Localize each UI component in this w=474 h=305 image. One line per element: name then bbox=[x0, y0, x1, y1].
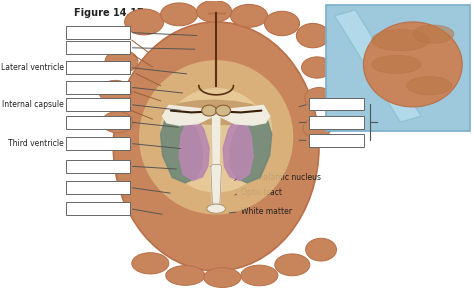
Polygon shape bbox=[230, 117, 272, 183]
FancyBboxPatch shape bbox=[66, 98, 130, 111]
FancyBboxPatch shape bbox=[66, 202, 130, 215]
Circle shape bbox=[216, 105, 230, 116]
FancyBboxPatch shape bbox=[66, 160, 130, 173]
Text: Internal capsule: Internal capsule bbox=[2, 100, 64, 109]
Ellipse shape bbox=[113, 22, 319, 271]
Ellipse shape bbox=[99, 81, 132, 103]
Ellipse shape bbox=[303, 118, 331, 138]
Polygon shape bbox=[163, 106, 212, 125]
Polygon shape bbox=[211, 165, 221, 204]
Polygon shape bbox=[220, 106, 270, 125]
FancyBboxPatch shape bbox=[66, 81, 130, 94]
Ellipse shape bbox=[372, 30, 429, 51]
Text: Third ventricle: Third ventricle bbox=[8, 139, 64, 148]
Ellipse shape bbox=[230, 5, 268, 27]
Ellipse shape bbox=[166, 266, 205, 285]
Ellipse shape bbox=[105, 50, 138, 73]
Ellipse shape bbox=[241, 265, 278, 286]
FancyBboxPatch shape bbox=[66, 61, 130, 74]
FancyBboxPatch shape bbox=[66, 137, 130, 150]
Text: Optic tract: Optic tract bbox=[241, 188, 282, 197]
Ellipse shape bbox=[207, 204, 226, 213]
Ellipse shape bbox=[161, 3, 198, 26]
Ellipse shape bbox=[102, 112, 133, 133]
Ellipse shape bbox=[364, 22, 462, 107]
Ellipse shape bbox=[372, 55, 421, 74]
Ellipse shape bbox=[139, 60, 293, 214]
Polygon shape bbox=[161, 100, 272, 163]
Text: White matter: White matter bbox=[241, 207, 292, 216]
Polygon shape bbox=[223, 119, 253, 181]
FancyBboxPatch shape bbox=[309, 98, 365, 110]
Ellipse shape bbox=[296, 23, 329, 48]
Ellipse shape bbox=[197, 0, 232, 22]
Ellipse shape bbox=[306, 238, 337, 261]
FancyBboxPatch shape bbox=[66, 116, 130, 128]
Polygon shape bbox=[163, 100, 270, 124]
Polygon shape bbox=[335, 10, 421, 122]
Ellipse shape bbox=[275, 254, 310, 276]
Polygon shape bbox=[212, 112, 220, 166]
FancyBboxPatch shape bbox=[66, 26, 130, 39]
Ellipse shape bbox=[305, 88, 333, 108]
Polygon shape bbox=[161, 117, 202, 183]
Text: Subthalamic nucleus: Subthalamic nucleus bbox=[241, 173, 321, 182]
Text: Figure 14.17: Figure 14.17 bbox=[74, 8, 144, 18]
Ellipse shape bbox=[163, 88, 270, 193]
Ellipse shape bbox=[132, 253, 169, 274]
Ellipse shape bbox=[264, 11, 300, 36]
Polygon shape bbox=[179, 119, 209, 181]
FancyBboxPatch shape bbox=[309, 116, 365, 128]
Text: Lentiform
nucleus: Lentiform nucleus bbox=[378, 113, 415, 132]
Text: Lateral ventricle: Lateral ventricle bbox=[1, 63, 64, 72]
Ellipse shape bbox=[204, 268, 241, 287]
Circle shape bbox=[202, 105, 217, 116]
FancyBboxPatch shape bbox=[309, 134, 365, 147]
FancyBboxPatch shape bbox=[66, 41, 130, 54]
Ellipse shape bbox=[413, 25, 454, 43]
Ellipse shape bbox=[125, 9, 164, 35]
Ellipse shape bbox=[407, 77, 452, 95]
FancyBboxPatch shape bbox=[327, 5, 470, 131]
FancyBboxPatch shape bbox=[66, 181, 130, 194]
Ellipse shape bbox=[301, 57, 332, 78]
